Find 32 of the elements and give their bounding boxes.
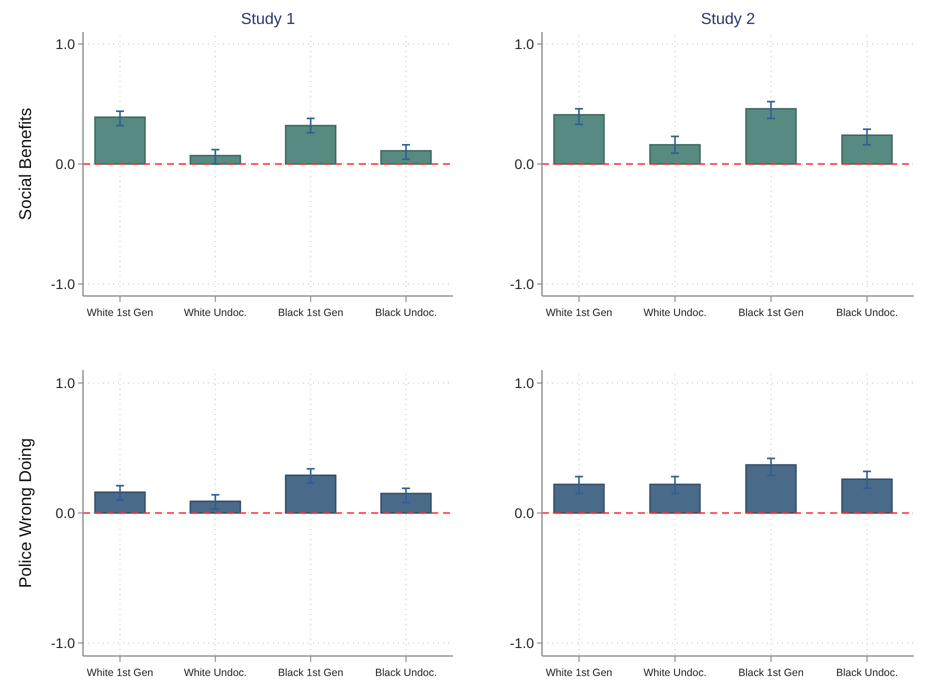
y-tick-label: 0.0: [56, 156, 76, 172]
x-tick-label: Black Undoc.: [375, 307, 437, 319]
y-axis-title: Social Benefits: [16, 108, 35, 220]
x-tick-label: White 1st Gen: [86, 667, 154, 679]
x-tick-label: Black Undoc.: [836, 307, 898, 319]
x-tick-label: Black Undoc.: [836, 667, 898, 679]
x-tick-label: Black 1st Gen: [738, 667, 804, 679]
y-tick-label: -1.0: [510, 276, 534, 292]
x-tick-label: Black Undoc.: [375, 667, 437, 679]
x-tick-label: Black 1st Gen: [278, 667, 344, 679]
y-tick-label: -1.0: [50, 276, 76, 292]
y-tick-label: -1.0: [510, 634, 534, 651]
x-tick-label: White Undoc.: [643, 307, 707, 319]
x-tick-label: White Undoc.: [643, 667, 707, 679]
y-axis-title: Police Wrong Doing: [16, 438, 35, 588]
x-tick-label: White 1st Gen: [546, 667, 612, 679]
y-tick-label: 1.0: [514, 374, 534, 391]
y-tick-label: 0.0: [514, 504, 534, 521]
x-tick-label: White Undoc.: [184, 667, 247, 679]
y-tick-label: 1.0: [56, 36, 76, 52]
x-tick-label: Black 1st Gen: [738, 307, 804, 319]
x-tick-label: White 1st Gen: [86, 307, 154, 319]
x-tick-label: Black 1st Gen: [278, 307, 344, 319]
chart-title: Study 1: [240, 11, 296, 28]
chart-title: Study 2: [700, 11, 756, 28]
y-tick-label: 1.0: [56, 374, 76, 391]
y-tick-label: 1.0: [514, 36, 534, 52]
x-tick-label: White Undoc.: [184, 307, 247, 319]
y-tick-label: 0.0: [514, 156, 534, 172]
y-tick-label: -1.0: [50, 634, 76, 651]
y-tick-label: 0.0: [56, 504, 76, 521]
x-tick-label: White 1st Gen: [546, 307, 612, 319]
